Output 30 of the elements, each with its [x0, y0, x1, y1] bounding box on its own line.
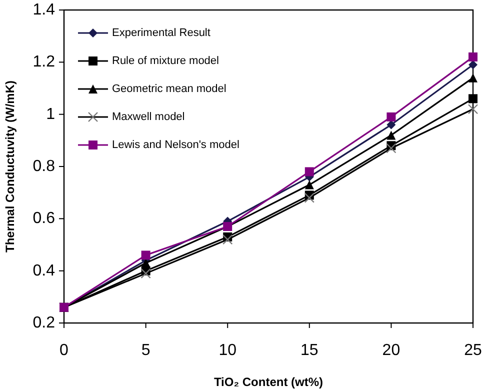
point [386, 120, 396, 130]
point [468, 52, 478, 62]
x-tick-label: 10 [218, 342, 237, 359]
y-tick-label: 1.2 [32, 54, 56, 71]
y-tick-label: 0.6 [32, 210, 56, 228]
x-tick-label: 20 [382, 342, 400, 359]
y-tick-label: 0.2 [32, 314, 56, 332]
y-tick-label: 1 [46, 106, 56, 123]
point [141, 258, 150, 268]
point [304, 180, 314, 190]
x-axis-title: TiO₂ Content (wt%) [214, 375, 324, 389]
point [304, 167, 314, 176]
y-tick-label: 0.4 [32, 262, 56, 280]
legend-label: Geometric mean model [112, 83, 226, 95]
legend-label: Rule of mixture model [112, 55, 219, 67]
point [468, 94, 478, 104]
legend-label: Lewis and Nelson's model [112, 139, 240, 151]
legend-label: Experimental Result [112, 27, 210, 39]
point [386, 112, 396, 122]
x-tick-label: 15 [300, 342, 318, 359]
y-tick-label: 0.8 [32, 158, 56, 175]
point [141, 250, 150, 260]
y-axis-title: Thermal Conductuvity (W/mK) [3, 80, 17, 253]
x-tick-label: 0 [60, 342, 69, 359]
y-tick-label: 1.4 [32, 2, 56, 18]
point [386, 130, 396, 140]
point [468, 60, 478, 70]
x-tick-label: 25 [464, 342, 482, 359]
legend-label: Maxwell model [112, 111, 185, 123]
x-tick-label: 5 [141, 342, 150, 359]
